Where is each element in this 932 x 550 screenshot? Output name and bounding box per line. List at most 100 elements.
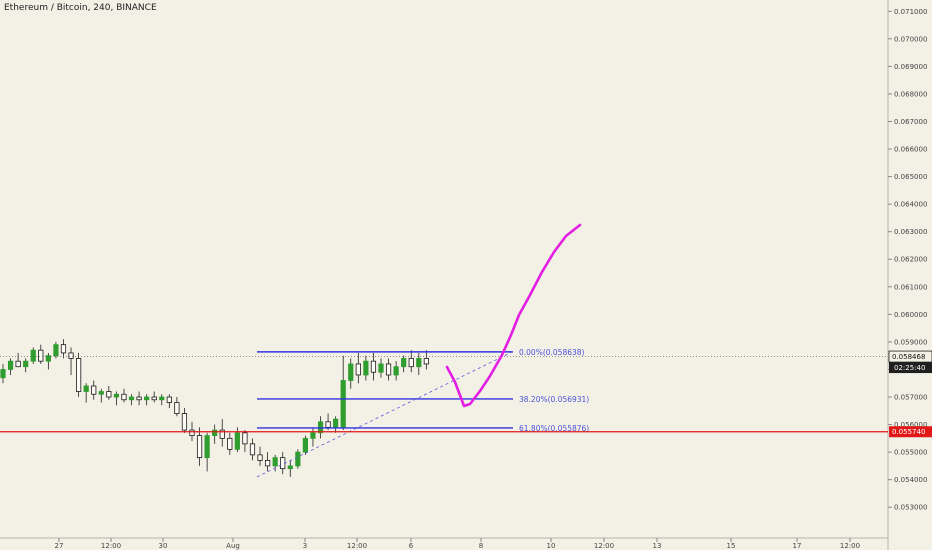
- candle-body: [23, 360, 29, 368]
- candle-body: [181, 413, 188, 431]
- candles: [0, 339, 429, 477]
- fib-level-label: 0.00%(0.058638): [519, 348, 585, 357]
- candle-body: [401, 358, 407, 368]
- candle-body: [348, 363, 354, 381]
- candle-body: [121, 393, 127, 401]
- price-tick-label: 0.053000: [894, 504, 927, 512]
- candle-body: [423, 358, 429, 365]
- candle-body: [363, 360, 369, 376]
- candle-body: [212, 429, 218, 436]
- candle-body: [287, 465, 293, 470]
- candle-body: [38, 349, 44, 362]
- candle-body: [30, 349, 36, 362]
- candle-body: [227, 437, 233, 450]
- candle-body: [76, 358, 82, 392]
- fib-retracement: 0.00%(0.058638) 38.20%(0.056931) 61.80%(0.…: [256, 348, 589, 478]
- candle-body: [257, 454, 263, 461]
- chart-title: Ethereum / Bitcoin, 240, BINANCE: [4, 3, 157, 13]
- time-tick-label: 12:00: [594, 542, 614, 550]
- candle-body: [310, 432, 316, 439]
- price-tick-label: 0.070000: [894, 35, 927, 43]
- price-tick-label: 0.065000: [894, 173, 927, 181]
- candle-body: [340, 380, 346, 428]
- price-tick-label: 0.066000: [894, 146, 927, 154]
- price-tick-label: 0.057000: [894, 394, 927, 402]
- time-tick-label: 27: [55, 542, 64, 550]
- support-price-tag-box: [889, 426, 932, 438]
- candle-body: [249, 443, 256, 456]
- price-tick-label: 0.055000: [894, 449, 927, 457]
- time-tick-label: 13: [653, 542, 662, 550]
- price-tick-label: 0.061000: [894, 283, 927, 291]
- time-tick-label: 17: [793, 542, 802, 550]
- candle-body: [264, 459, 271, 467]
- candle-body: [272, 457, 278, 467]
- countdown-tag: 02:25:40: [894, 364, 925, 372]
- time-tick-label: 8: [479, 542, 483, 550]
- price-tick-label: 0.059000: [894, 338, 927, 346]
- candle-body: [196, 435, 203, 459]
- time-tick-label: 3: [303, 542, 307, 550]
- fib-level-label: 38.20%(0.056931): [519, 395, 589, 404]
- candle-body: [144, 396, 150, 401]
- countdown-tag-box: [889, 362, 932, 374]
- candle-body: [136, 396, 142, 401]
- candle-body: [385, 363, 392, 376]
- candle-body: [416, 358, 422, 368]
- time-tick-label: 15: [727, 542, 736, 550]
- candle-body: [219, 429, 225, 439]
- candle-body: [408, 358, 414, 368]
- time-tick-label: 12:00: [101, 542, 121, 550]
- candle-body: [370, 360, 377, 373]
- candle-body: [45, 355, 51, 362]
- candle-body: [204, 435, 210, 459]
- fib-level-label: 61.80%(0.055876): [519, 424, 589, 433]
- price-tick-label: 0.062000: [894, 256, 927, 264]
- price-tick-label: 0.067000: [894, 118, 927, 126]
- time-tick-label: 10: [547, 542, 556, 550]
- fib-trend-line: [256, 351, 514, 478]
- candle-body: [378, 363, 384, 373]
- support-price-tag: 0.055740: [892, 428, 925, 436]
- candle-body: [355, 363, 361, 376]
- projection-path: [445, 223, 582, 408]
- candle-body: [60, 344, 67, 354]
- candle-body: [15, 360, 21, 368]
- candle-body: [325, 421, 331, 428]
- time-tick-label: Aug: [226, 542, 240, 550]
- candle-body: [302, 437, 309, 453]
- price-tick-label: 0.056000: [894, 421, 927, 429]
- price-tick-label: 0.068000: [894, 90, 927, 98]
- price-tick-label: 0.054000: [894, 476, 927, 484]
- candle-body: [174, 402, 180, 414]
- price-tick-label: 0.069000: [894, 63, 927, 71]
- candle-body: [159, 396, 165, 401]
- price-tick-label: 0.063000: [894, 228, 927, 236]
- candle-body: [189, 429, 195, 436]
- candle-body: [151, 396, 157, 401]
- candle-body: [234, 432, 240, 450]
- time-tick-label: 12:00: [840, 542, 860, 550]
- price-tick-label: 0.064000: [894, 201, 927, 209]
- candle-body: [166, 396, 172, 403]
- candle-body: [68, 352, 74, 359]
- candle-body: [295, 451, 301, 467]
- candle-body: [7, 360, 14, 370]
- candle-body: [333, 418, 339, 428]
- candle-body: [0, 369, 6, 379]
- candle-body: [98, 391, 104, 395]
- candle-body: [91, 385, 97, 395]
- overlays: [0, 223, 888, 433]
- candle-body: [83, 385, 89, 392]
- candle-body: [106, 391, 112, 398]
- time-axis: 27 12:00 30 Aug 3 12:00 6 8 10 12:00 13 15 17 12:00: [55, 538, 860, 550]
- candle-body: [53, 344, 59, 357]
- candle-body: [113, 393, 119, 398]
- price-tags: 0.058468 02:25:40 0.055740: [888, 350, 932, 438]
- time-tick-label: 12:00: [347, 542, 367, 550]
- candle-body: [393, 366, 399, 376]
- candle-body: [128, 396, 135, 401]
- candle-body: [242, 432, 248, 445]
